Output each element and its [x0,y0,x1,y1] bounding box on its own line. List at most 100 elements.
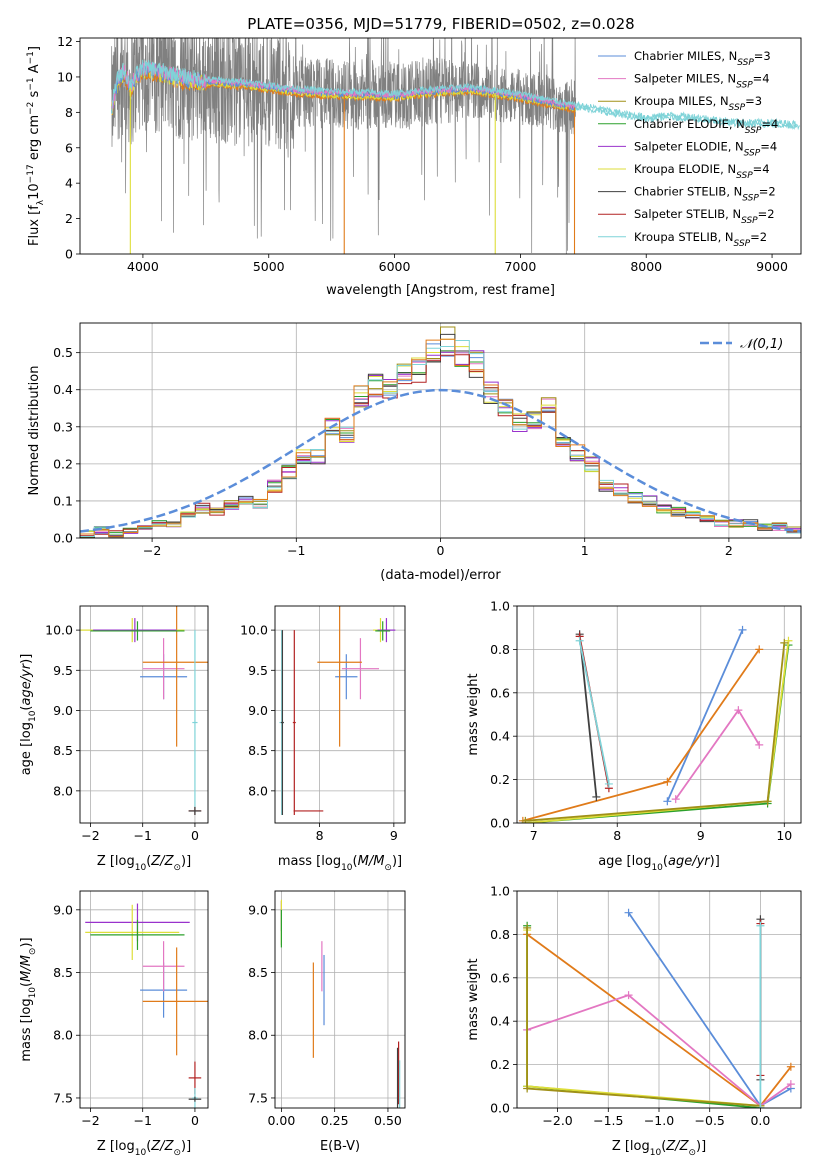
label-part: SSP [734,239,751,249]
label-part: Z [log [97,854,135,869]
y-tick-label: 0.8 [490,642,510,657]
weight-point-marker [671,795,680,804]
figure-title: PLATE=0356, MJD=51779, FIBERID=0502, z=0… [247,15,634,33]
weight-series-line [578,640,610,785]
x-axis-label: Z [log10(Z/Z⊙)] [97,1139,191,1158]
label-part: Z/Z [150,854,174,869]
x-tick-label: −1.0 [644,1113,674,1128]
y-tick-label: 7.5 [53,1090,73,1105]
label-part: Kroupa STELIB, N [634,230,734,244]
label-part: Z [log [612,1139,650,1154]
label-part: )] [19,937,34,947]
x-tick-label: −2.0 [542,1113,572,1128]
label-part: =3 [745,94,762,108]
y-tick-label: 0.0 [53,531,73,546]
label-part: SSP [741,216,758,226]
label-part: ( [146,854,151,869]
y-tick-label: 10.0 [45,623,73,638]
weight-series-line [526,994,792,1107]
axes-frame [79,37,802,255]
legend-label: Kroupa STELIB, NSSP=2 [634,230,767,249]
label-part: Z/Z [665,1139,689,1154]
legend-label: Salpeter MILES, NSSP=4 [634,72,770,91]
y-tick-label: 0.2 [490,772,510,787]
y-tick-label: 4 [65,176,73,191]
y-axis-label: mass weight [466,673,481,755]
y-tick-label: 0.4 [490,1014,510,1029]
label-part: age/yr [19,662,34,705]
label-part: =4 [761,117,778,131]
label-part: Flux [f [27,205,42,246]
y-tick-label: 0.6 [490,970,510,985]
y-tick-label: 7.5 [248,1090,268,1105]
label-part: −1 [26,51,36,64]
axes-frame [274,890,406,1109]
label-part: =4 [753,162,770,176]
y-axis-label: Flux [fλ10−17 erg cm−2 s−1 A−1] [26,46,46,246]
weight-point-marker [780,638,789,647]
label-part: Salpeter MILES, N [634,72,736,86]
label-part: )] [181,1139,191,1154]
label-part: Salpeter ELODIE, N [634,139,744,153]
label-part: λ [36,199,46,205]
residual-histogram-step [80,338,801,538]
x-tick-label: −2 [143,543,161,558]
weight-series-line [525,644,790,823]
label-part: age/yr [668,854,711,869]
residuals-plot-area [80,326,801,538]
x-axis-label: Z [log10(Z/Z⊙)] [97,854,191,873]
y-tick-label: 8.5 [53,743,73,758]
label-part: =2 [759,185,776,199]
label-part: )] [181,854,191,869]
x-tick-label: 0.25 [321,1113,349,1128]
label-part: )] [710,854,720,869]
label-part: Salpeter STELIB, N [634,207,741,221]
y-axis-label: age [log10(age/yr)] [19,654,38,776]
model-spectrum-extension-line [575,105,801,131]
model-spectrum-line [111,59,798,128]
label-part: 10 [27,183,42,200]
y-tick-label: 12 [57,34,73,49]
label-part: erg cm [27,115,42,164]
label-part: 10 [135,1148,147,1158]
x-tick-label: 0 [191,1113,199,1128]
axes-frame [274,605,406,824]
label-part: =4 [760,139,777,153]
label-part: ⊙ [688,1148,696,1158]
weight-point-marker [523,1084,532,1093]
label-part: 10 [28,710,38,722]
axes-frame [79,890,209,1109]
weight-point-marker [756,1104,765,1108]
x-tick-label: 8 [613,828,621,843]
normal-curve-line [80,388,801,533]
label-part: age [log [598,854,651,869]
label-part: SSP [744,148,761,158]
x-tick-label: 9000 [756,259,788,274]
weight-point-marker [756,921,765,930]
y-axis-label: Normed distribution [27,366,42,496]
label-part: )] [696,1139,706,1154]
x-tick-label: 10 [776,828,792,843]
y-tick-label: 10.0 [240,623,268,638]
weight-vs-age-plot-area [518,625,793,823]
y-tick-label: 8.0 [248,783,268,798]
weight-vs-z-plot-area [523,908,795,1108]
y-tick-label: 8.0 [53,783,73,798]
label-part: SSP [729,103,746,113]
age-vs-mass-panel: 8 9 8.0 8.5 9.0 9.5 10.0 mass [log10(M/M⊙)] [240,605,406,873]
label-part: E(B-V) [320,1139,360,1154]
x-tick-label: −1 [287,543,305,558]
y-tick-label: 9.5 [53,663,73,678]
weight-point-marker [784,636,793,645]
y-tick-label: 1.0 [490,599,510,614]
x-tick-label: 8000 [630,259,662,274]
label-part: ⊙ [384,863,392,873]
y-tick-label: 6 [65,140,73,155]
residuals-panel: −2 −1 0 1 2 0.0 0.1 0.2 0.3 0.4 0.5 𝒩(0,1) (data-mod… [27,322,802,583]
label-part: Z/Z [150,1139,174,1154]
label-part: Kroupa ELODIE, N [634,162,736,176]
label-part: SSP [742,194,759,204]
